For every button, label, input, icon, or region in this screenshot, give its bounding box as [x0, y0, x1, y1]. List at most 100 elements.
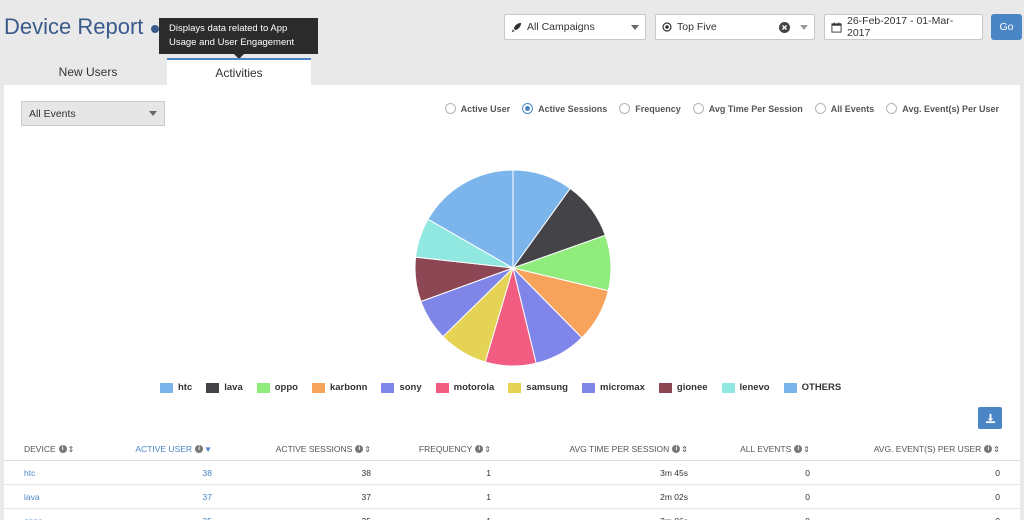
header-all-events[interactable]: ALL EVENTS i ⇕	[740, 437, 810, 461]
header-frequency[interactable]: FREQUENCY i ⇕	[419, 437, 491, 461]
device-table: DEVICE i ⇕ ACTIVE USER i ▼ ACTIVE SESSIONS i ⇕…	[4, 437, 1020, 520]
table-cell[interactable]: lava	[24, 492, 40, 502]
radio-circle[interactable]	[692, 103, 704, 114]
legend-label: motorola	[453, 382, 495, 393]
header-label: AVG TIME PER SESSION	[569, 444, 670, 454]
download-button[interactable]	[978, 407, 1002, 429]
table-row: oppo 35 35 1 3m 06s 0 0	[4, 509, 1020, 520]
download-icon	[985, 413, 995, 423]
radio-avg-events-per-user[interactable]: Avg. Event(s) Per User	[886, 103, 999, 114]
go-button[interactable]: Go	[991, 14, 1022, 40]
radio-circle[interactable]	[522, 103, 534, 114]
table-cell: 1	[486, 492, 491, 502]
table-cell[interactable]: htc	[24, 468, 36, 478]
table-cell: 37	[361, 492, 371, 502]
table-cell: 3m 45s	[660, 468, 688, 478]
events-select[interactable]: All Events	[21, 101, 165, 126]
info-icon[interactable]: i	[195, 445, 204, 453]
radio-avg-time-per-session[interactable]: Avg Time Per Session	[692, 103, 803, 114]
info-icon[interactable]: i	[984, 445, 993, 453]
radio-label: Avg Time Per Session	[708, 103, 803, 114]
radio-circle[interactable]	[814, 103, 826, 114]
radio-active-user[interactable]: Active User	[444, 103, 511, 114]
header-label: DEVICE	[24, 444, 56, 454]
top-filter-select[interactable]: Top Five	[655, 14, 815, 40]
header-active-sessions[interactable]: ACTIVE SESSIONS i ⇕	[276, 437, 371, 461]
calendar-icon	[831, 21, 842, 33]
legend-swatch	[206, 382, 220, 393]
legend-item-lenevo[interactable]: lenevo	[721, 382, 770, 393]
tab-new-users[interactable]: New Users	[58, 64, 118, 79]
table-cell[interactable]: 37	[202, 492, 212, 502]
chevron-down-icon	[149, 111, 157, 116]
chevron-down-icon	[800, 24, 808, 30]
campaign-select-value: All Campaigns	[527, 21, 595, 33]
sort-icon[interactable]: ⇕	[484, 444, 491, 454]
sort-icon[interactable]: ⇕	[993, 444, 1000, 454]
legend-swatch	[721, 382, 735, 393]
legend-item-lava[interactable]: lava	[206, 382, 243, 393]
tooltip-line-1: Displays data related to App	[169, 23, 288, 34]
info-icon[interactable]: i	[58, 445, 67, 453]
info-icon[interactable]: i	[672, 445, 681, 453]
legend-swatch	[311, 382, 325, 393]
pie-slice-others[interactable]	[427, 169, 514, 269]
page-title: Device Report	[4, 14, 144, 39]
legend-swatch	[783, 382, 797, 393]
legend-swatch	[435, 382, 449, 393]
legend-item-htc[interactable]: htc	[160, 382, 192, 393]
radio-circle[interactable]	[619, 103, 631, 114]
legend-label: samsung	[526, 382, 568, 393]
info-icon[interactable]: i	[794, 445, 803, 453]
legend-label: micromax	[600, 382, 645, 393]
radio-label: Avg. Event(s) Per User	[902, 103, 999, 114]
info-icon[interactable]: i	[355, 445, 364, 453]
radio-label: All Events	[830, 103, 875, 114]
info-icon[interactable]	[151, 25, 159, 33]
table-cell[interactable]: 38	[202, 468, 212, 478]
legend-item-micromax[interactable]: micromax	[582, 382, 645, 393]
legend-label: sony	[399, 382, 422, 393]
table-cell: 0	[995, 509, 1000, 520]
header-active-user[interactable]: ACTIVE USER i ▼	[135, 437, 212, 461]
info-icon[interactable]: i	[475, 445, 484, 453]
header-avg-time-per-session[interactable]: AVG TIME PER SESSION i ⇕	[569, 437, 688, 461]
table-row: htc 38 38 1 3m 45s 0 0	[4, 461, 1020, 485]
radio-frequency[interactable]: Frequency	[619, 103, 681, 114]
table-cell: 0	[805, 468, 810, 478]
sort-icon[interactable]: ⇕	[803, 444, 810, 454]
target-icon	[662, 22, 672, 32]
table-cell[interactable]: 35	[203, 509, 212, 520]
date-range-value: 26-Feb-2017 - 01-Mar-2017	[847, 15, 954, 39]
legend-item-others[interactable]: OTHERS	[783, 382, 841, 393]
radio-label: Active Sessions	[538, 103, 608, 114]
table-cell: 0	[995, 492, 1000, 502]
legend-item-sony[interactable]: sony	[381, 382, 422, 393]
sort-desc-icon[interactable]: ▼	[204, 444, 212, 454]
legend-item-karbonn[interactable]: karbonn	[311, 382, 367, 393]
tab-activities[interactable]: Activities	[167, 58, 311, 85]
radio-all-events[interactable]: All Events	[814, 103, 875, 114]
radio-circle[interactable]	[886, 103, 898, 114]
radio-circle[interactable]	[444, 103, 456, 114]
campaign-select[interactable]: All Campaigns	[504, 14, 646, 40]
radio-active-sessions[interactable]: Active Sessions	[522, 103, 607, 114]
sort-icon[interactable]: ⇕	[364, 444, 371, 454]
sort-icon[interactable]: ⇕	[67, 444, 75, 454]
date-range-picker[interactable]: 26-Feb-2017 - 01-Mar-2017	[824, 14, 983, 40]
radio-label: Active User	[460, 103, 511, 114]
table-cell: 0	[995, 468, 1000, 478]
clear-icon[interactable]	[779, 21, 790, 33]
header-label: FREQUENCY	[418, 444, 473, 454]
legend-item-oppo[interactable]: oppo	[256, 382, 298, 393]
sort-icon[interactable]: ⇕	[681, 444, 688, 454]
chevron-down-icon	[631, 24, 639, 30]
legend-item-motorola[interactable]: motorola	[435, 382, 495, 393]
header-device[interactable]: DEVICE i ⇕	[24, 437, 74, 461]
legend-label: lava	[224, 382, 243, 393]
legend-item-samsung[interactable]: samsung	[508, 382, 568, 393]
top-filter-value: Top Five	[677, 21, 717, 33]
header-avg-events-per-user[interactable]: AVG. EVENT(S) PER USER i ⇕	[874, 437, 1000, 461]
legend-item-gionee[interactable]: gionee	[658, 382, 708, 393]
table-cell[interactable]: oppo	[24, 509, 43, 520]
